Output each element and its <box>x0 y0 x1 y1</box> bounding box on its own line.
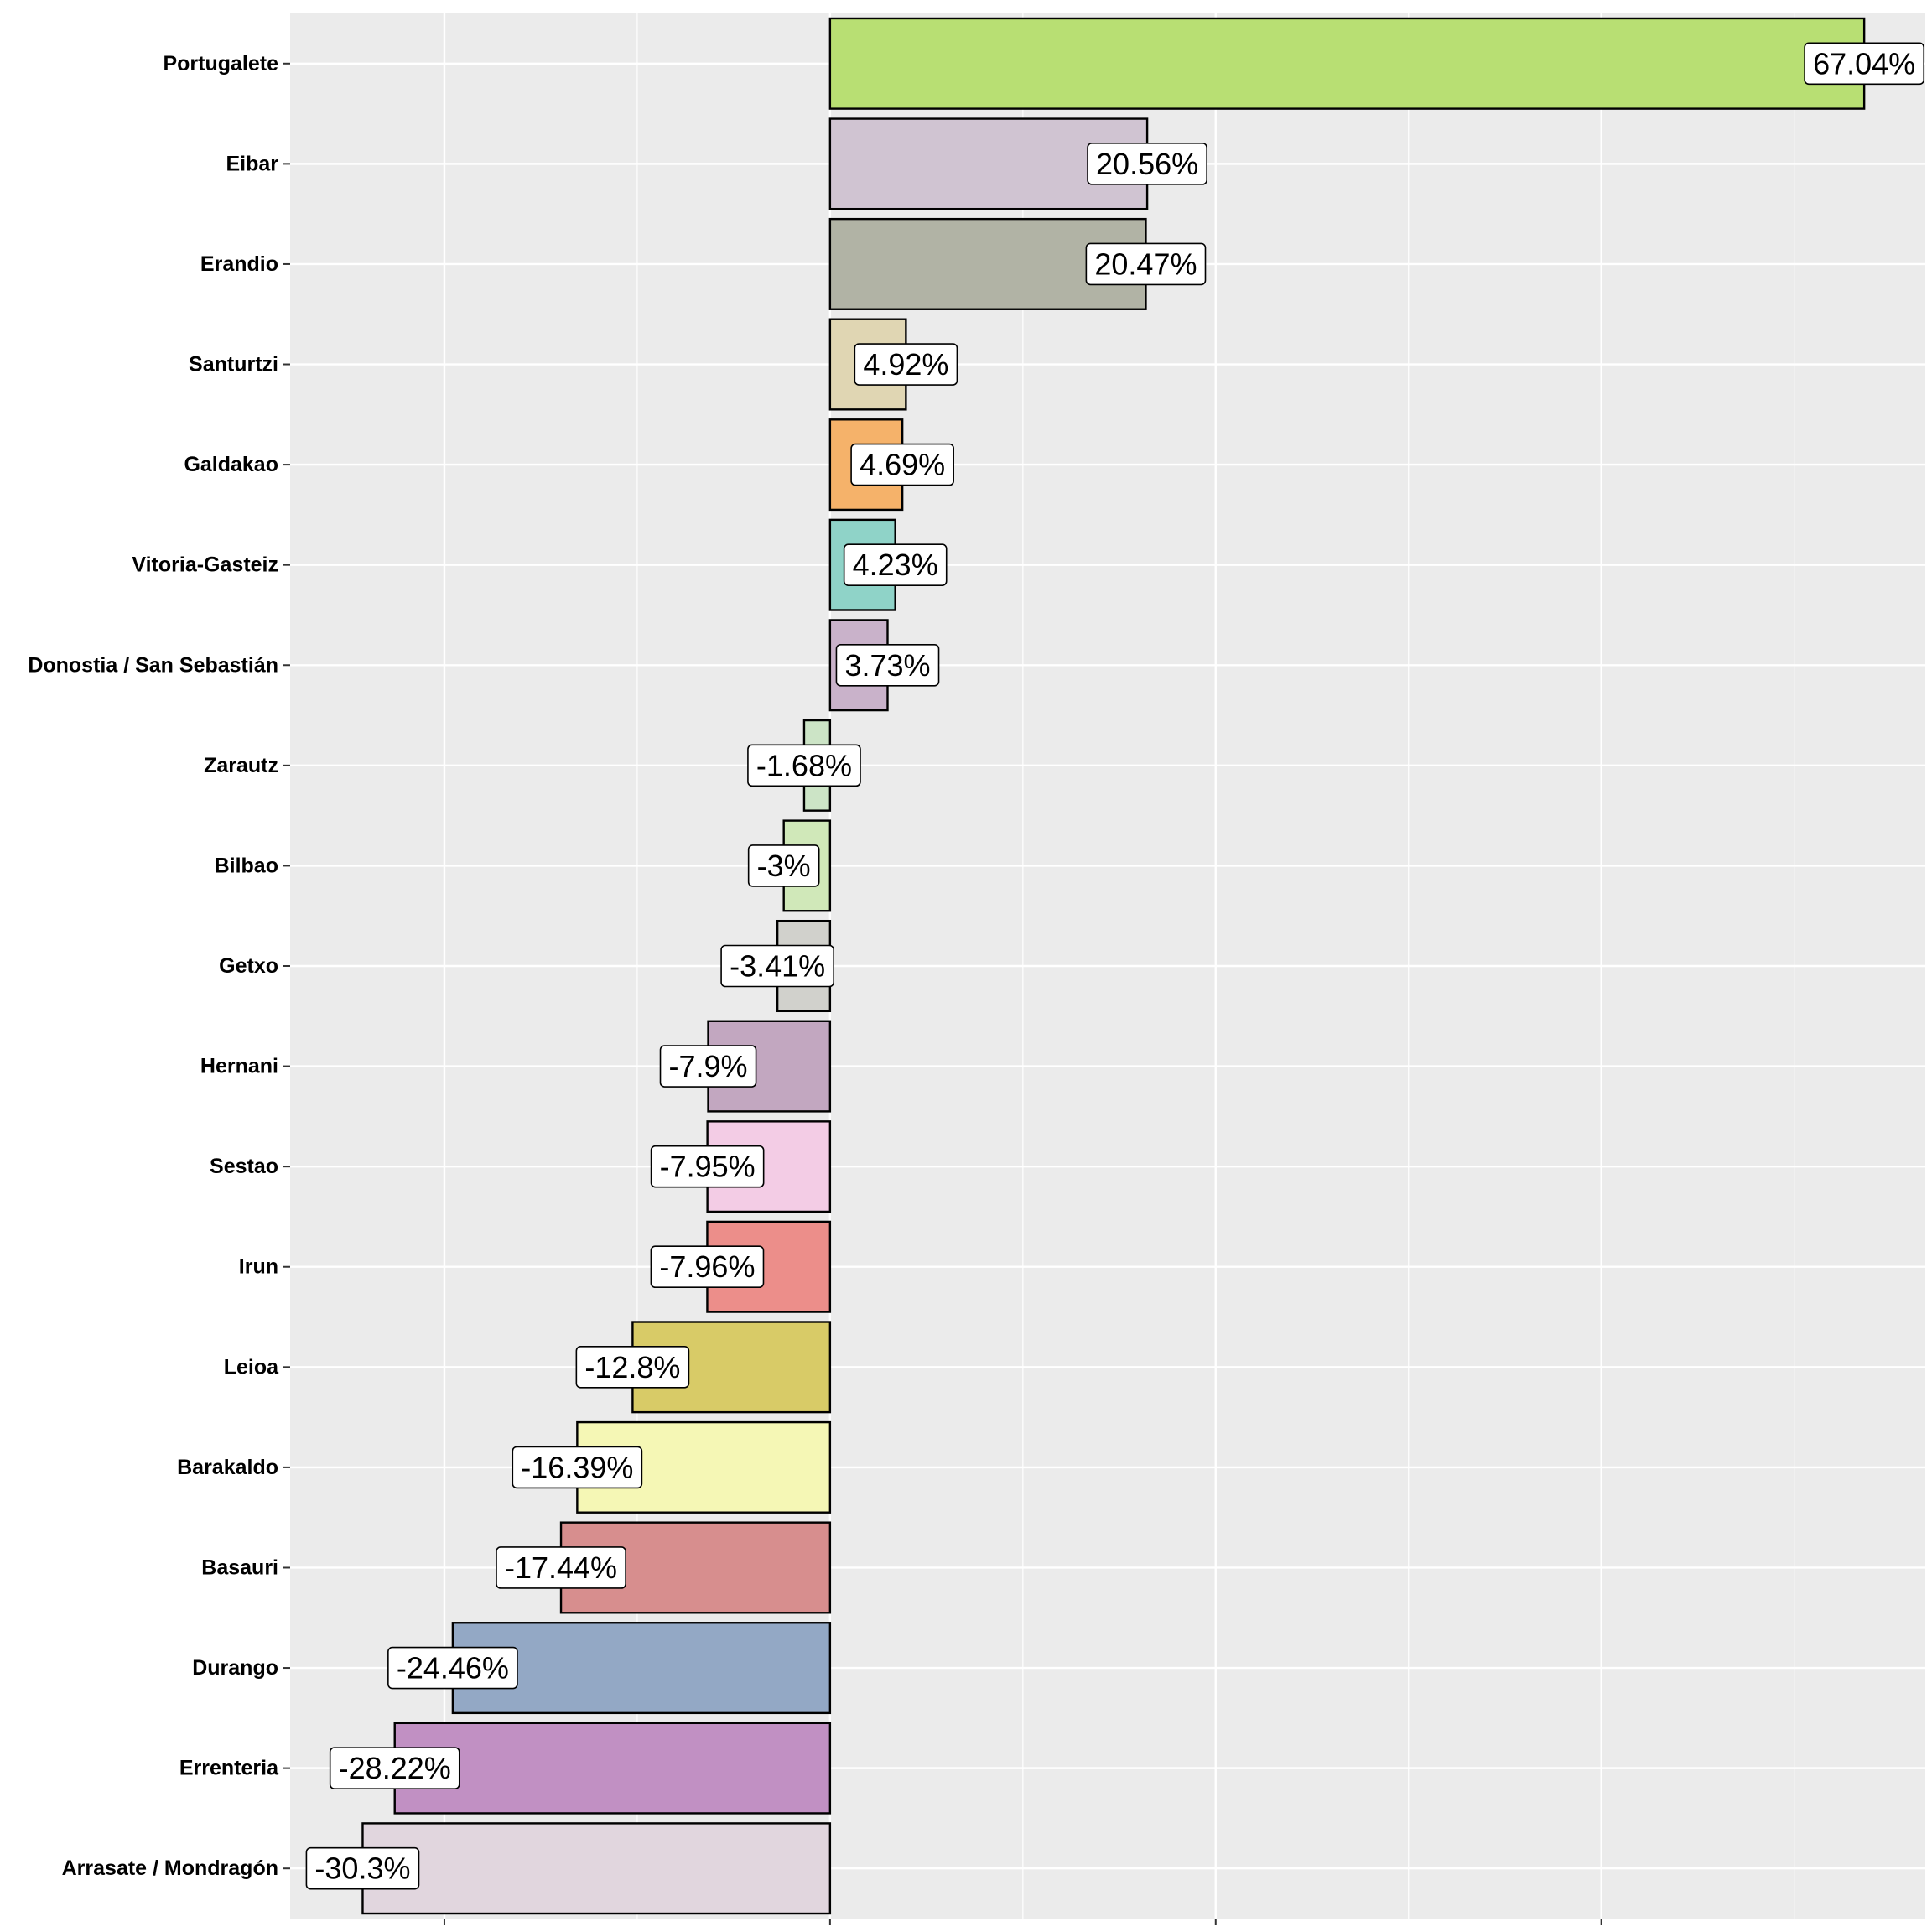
value-label-text: 20.56% <box>1096 147 1198 181</box>
value-label: 4.69% <box>850 443 954 486</box>
value-label-box <box>843 543 948 586</box>
value-label-box <box>720 944 834 988</box>
value-label: -16.39% <box>512 1446 643 1489</box>
value-label: -17.44% <box>496 1546 626 1589</box>
value-label: 4.23% <box>843 543 948 586</box>
value-label-box <box>512 1446 643 1489</box>
value-label-box <box>387 1646 518 1690</box>
value-label-box <box>747 844 820 887</box>
value-label-text: 67.04% <box>1813 46 1915 80</box>
value-label: -7.95% <box>650 1145 765 1188</box>
value-label-text: -3% <box>757 849 811 883</box>
category-label: Errenteria <box>179 1757 279 1780</box>
value-label-text: 4.92% <box>863 347 948 382</box>
value-label-text: 20.47% <box>1094 247 1197 281</box>
value-label-text: -16.39% <box>521 1450 633 1484</box>
value-label-box <box>747 744 861 787</box>
category-label: Galdakao <box>184 453 278 476</box>
value-labels-layer: 67.04% 20.56% 20.47% 4.92% 4.69% 4.23% 3.73% -1… <box>305 42 1925 1890</box>
category-label: Arrasate / Mondragón <box>62 1857 278 1880</box>
value-label-text: -7.96% <box>659 1249 755 1284</box>
x-axis <box>443 1919 1602 1925</box>
value-label: 3.73% <box>835 643 940 687</box>
category-label: Getxo <box>219 954 278 978</box>
category-label: Hernani <box>200 1055 278 1078</box>
value-label: 20.56% <box>1087 143 1208 185</box>
value-label-text: -7.95% <box>660 1150 756 1184</box>
category-label: Zarautz <box>204 754 278 777</box>
bar <box>828 17 1866 110</box>
value-label: -12.8% <box>575 1346 690 1389</box>
value-label: -1.68% <box>747 744 861 787</box>
value-label-box <box>496 1546 626 1589</box>
value-label-text: -17.44% <box>505 1550 617 1585</box>
value-label: -7.9% <box>659 1045 757 1088</box>
value-label: -30.3% <box>305 1846 420 1890</box>
value-label-box <box>659 1045 757 1088</box>
value-label: -24.46% <box>387 1646 518 1690</box>
value-label-box <box>650 1245 765 1289</box>
category-label: Basauri <box>201 1555 278 1579</box>
value-label: 67.04% <box>1804 42 1925 86</box>
value-label-text: -3.41% <box>730 949 825 984</box>
value-label: -28.22% <box>329 1747 460 1789</box>
value-label-text: -1.68% <box>756 748 852 782</box>
value-label: -3% <box>747 844 820 887</box>
bar <box>361 1822 832 1915</box>
value-label: 4.92% <box>854 343 958 386</box>
bars-layer <box>361 17 1866 1915</box>
category-label: Vitoria-Gasteiz <box>132 553 278 577</box>
value-label-box <box>850 443 954 486</box>
bar <box>451 1622 832 1715</box>
category-label: Barakaldo <box>177 1456 278 1479</box>
category-label: Irun <box>239 1255 278 1279</box>
value-label-box <box>329 1747 460 1789</box>
bar <box>393 1722 832 1815</box>
value-label-box <box>575 1346 690 1389</box>
value-label-text: -12.8% <box>584 1350 680 1384</box>
category-label: Portugalete <box>163 52 278 75</box>
value-label-text: -28.22% <box>339 1751 451 1785</box>
value-label-box <box>1087 143 1208 185</box>
value-label-text: -7.9% <box>669 1049 748 1083</box>
category-label: Bilbao <box>215 854 278 877</box>
category-label: Leioa <box>224 1355 279 1379</box>
value-label-text: 3.73% <box>844 648 930 683</box>
category-label: Sestao <box>210 1155 278 1178</box>
value-label-box <box>305 1846 420 1890</box>
value-label-box <box>1804 42 1925 86</box>
value-label-box <box>854 343 958 386</box>
category-label: Donostia / San Sebastián <box>28 653 278 677</box>
value-label-box <box>835 643 940 687</box>
y-axis: Portugalete Eibar Erandio Santurtzi Galdakao… <box>28 52 290 1880</box>
value-label-text: -24.46% <box>397 1651 509 1685</box>
category-label: Eibar <box>226 152 278 175</box>
value-label-text: 4.23% <box>853 548 938 582</box>
value-label-box <box>1085 242 1207 286</box>
value-label-box <box>650 1145 765 1188</box>
value-label-text: 4.69% <box>860 448 945 482</box>
value-label: -3.41% <box>720 944 834 988</box>
value-label-text: -30.3% <box>314 1852 410 1886</box>
category-label: Durango <box>192 1656 278 1680</box>
value-label: 20.47% <box>1085 242 1207 286</box>
category-label: Santurtzi <box>189 353 278 377</box>
category-label: Erandio <box>200 252 278 276</box>
value-label: -7.96% <box>650 1245 765 1289</box>
